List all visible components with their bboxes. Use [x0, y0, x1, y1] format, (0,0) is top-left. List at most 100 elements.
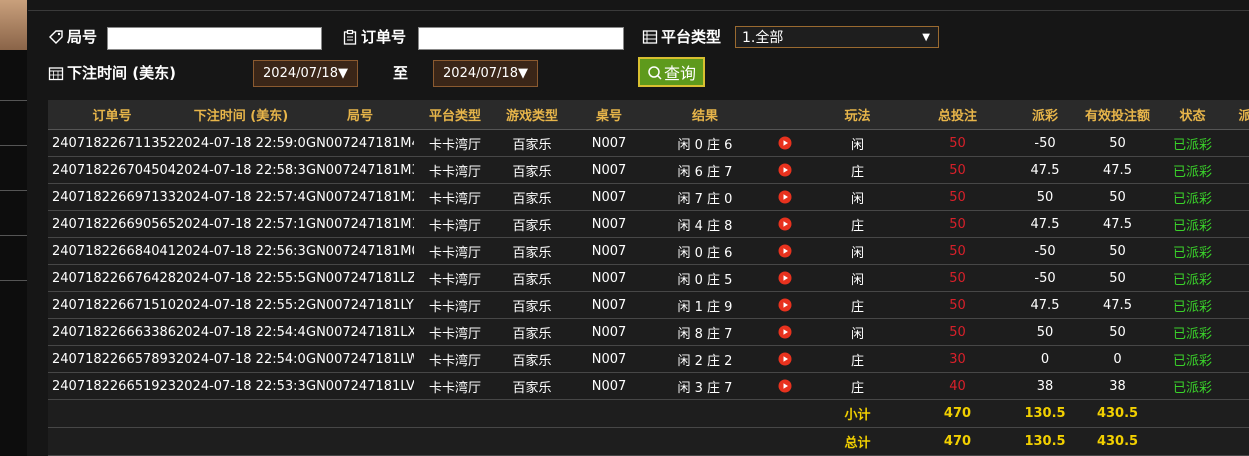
- label: 至: [393, 64, 409, 82]
- play-icon[interactable]: [778, 271, 792, 285]
- cell: 百家乐: [496, 264, 568, 292]
- label: 局号: [67, 28, 98, 46]
- play-icon[interactable]: [778, 136, 792, 150]
- query-button[interactable]: 查询: [638, 57, 705, 87]
- header-cell: 结果: [650, 100, 760, 130]
- table-row: 240718226697133 2024-07-18 22:57:47 GN0072…: [48, 183, 1249, 211]
- play-icon[interactable]: [778, 352, 792, 366]
- cell: N007: [568, 264, 650, 292]
- empty-cell: [414, 399, 496, 428]
- summary-value: 130.5: [1010, 399, 1080, 428]
- play-icon[interactable]: [778, 325, 792, 339]
- separator: [0, 190, 27, 191]
- cell: 庄: [810, 210, 905, 238]
- order-input[interactable]: [418, 27, 624, 50]
- table-row: 240718226690565 2024-07-18 22:57:11 GN0072…: [48, 210, 1249, 238]
- payout-cell: 50: [905, 237, 1010, 265]
- cell: 闲: [810, 264, 905, 292]
- cell: 38: [1010, 372, 1080, 400]
- empty-cell: [176, 427, 306, 456]
- to-label: 至: [393, 62, 408, 83]
- empty-cell: [1155, 399, 1230, 428]
- cell: 闲 1 庄 9: [650, 291, 760, 319]
- list-icon: [642, 29, 658, 44]
- empty-cell: [306, 427, 414, 456]
- cell: GN007247181LY: [306, 291, 414, 319]
- empty-cell: [496, 399, 568, 428]
- empty-cell: [48, 427, 176, 456]
- date-from[interactable]: 2024/07/18 ▼: [253, 60, 358, 87]
- cell: 50: [1080, 318, 1155, 346]
- cell: 闲 2 庄 2: [650, 345, 760, 373]
- cell: 卡卡湾厅: [414, 129, 496, 157]
- cell: 百家乐: [496, 345, 568, 373]
- cell: 闲 8 庄 7: [650, 318, 760, 346]
- cell: 卡卡湾厅: [414, 264, 496, 292]
- cell: 闲 7 庄 0: [650, 183, 760, 211]
- payout-cell: 50: [905, 210, 1010, 238]
- summary-value: 470: [905, 399, 1010, 428]
- sidebar-tab[interactable]: [0, 0, 27, 50]
- cell: 0: [1080, 345, 1155, 373]
- cell: GN007247181M4: [306, 129, 414, 157]
- cell: 240718226651923: [48, 372, 176, 400]
- separator: [0, 280, 27, 281]
- cell: 闲 0 庄 6: [650, 129, 760, 157]
- cell: 0: [1010, 345, 1080, 373]
- cell: 240718226711352: [48, 129, 176, 157]
- cell: 240718226663386: [48, 318, 176, 346]
- video-cell: [760, 345, 810, 373]
- empty-cell: [306, 399, 414, 428]
- platform-select[interactable]: 1.全部 ▼: [735, 26, 939, 48]
- cell: N007: [568, 156, 650, 184]
- table-row: 240718226676428 2024-07-18 22:55:54 GN0072…: [48, 264, 1249, 292]
- cell: 庄: [810, 372, 905, 400]
- label: 平台类型: [661, 28, 722, 46]
- status-cell: 已派彩: [1155, 237, 1230, 265]
- label: 下注时间 (美东): [67, 64, 176, 82]
- select-value: 1.全部: [742, 30, 784, 46]
- status-cell: 已派彩: [1155, 372, 1230, 400]
- payout-cell: 30: [905, 345, 1010, 373]
- empty-cell: [1230, 129, 1249, 157]
- cell: N007: [568, 210, 650, 238]
- cell: N007: [568, 318, 650, 346]
- table-row: 240718226671510 2024-07-18 22:55:26 GN0072…: [48, 291, 1249, 319]
- platform-filter: 平台类型: [642, 26, 721, 47]
- cell: 50: [1080, 183, 1155, 211]
- payout-cell: 50: [905, 156, 1010, 184]
- table-row: 240718226663386 2024-07-18 22:54:40 GN0072…: [48, 318, 1249, 346]
- date-value: 2024/07/18: [443, 66, 518, 81]
- play-icon[interactable]: [778, 244, 792, 258]
- empty-cell: [176, 399, 306, 428]
- round-input[interactable]: [107, 27, 322, 50]
- play-icon[interactable]: [778, 163, 792, 177]
- empty-cell: [1230, 318, 1249, 346]
- video-cell: [760, 372, 810, 400]
- cell: 2024-07-18 22:55:26: [176, 291, 306, 319]
- play-icon[interactable]: [778, 217, 792, 231]
- cell: 闲 3 庄 7: [650, 372, 760, 400]
- search-icon: [648, 65, 662, 80]
- dropdown-arrow: ▼: [922, 31, 930, 43]
- cell: 百家乐: [496, 237, 568, 265]
- cell: 闲: [810, 318, 905, 346]
- play-icon[interactable]: [778, 190, 792, 204]
- cell: 卡卡湾厅: [414, 210, 496, 238]
- summary-value: 130.5: [1010, 427, 1080, 456]
- date-to[interactable]: 2024/07/18 ▼: [433, 60, 538, 87]
- button-label: 查询: [663, 64, 696, 83]
- cell: N007: [568, 372, 650, 400]
- header-cell: [760, 100, 810, 130]
- cell: 2024-07-18 22:56:32: [176, 237, 306, 265]
- cell: 闲: [810, 183, 905, 211]
- play-icon[interactable]: [778, 379, 792, 393]
- subtotal-row: 小计 470 130.5 430.5: [48, 399, 1249, 428]
- cell: 庄: [810, 345, 905, 373]
- cell: -50: [1010, 237, 1080, 265]
- cell: 2024-07-18 22:54:09: [176, 345, 306, 373]
- play-icon[interactable]: [778, 298, 792, 312]
- cell: 卡卡湾厅: [414, 345, 496, 373]
